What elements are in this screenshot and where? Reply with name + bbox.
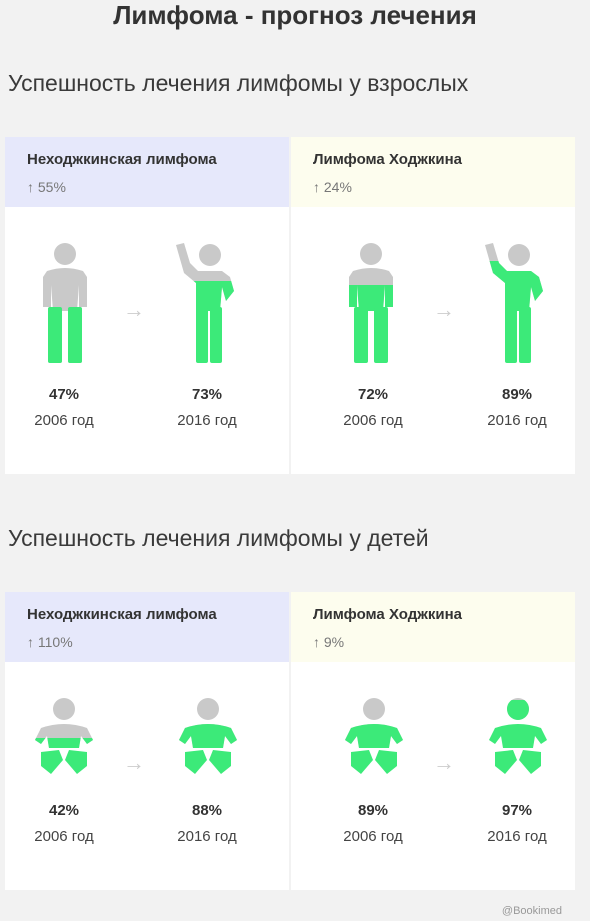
after-year: 2016 год — [177, 828, 237, 845]
before-year: 2006 год — [343, 412, 403, 429]
children-heading: Успешность лечения лимфомы у детей — [8, 525, 429, 551]
after-year: 2016 год — [487, 412, 547, 429]
after-percent: 88% — [191, 802, 223, 819]
card-title: Лимфома Ходжкина — [313, 606, 463, 623]
arrow-right-icon: → — [433, 297, 455, 322]
before-percent: 47% — [48, 386, 80, 403]
growth-badge: ↑ 24% — [313, 179, 352, 195]
card-title: Лимфома Ходжкина — [313, 151, 463, 168]
card-title: Неходжкинская лимфома — [27, 606, 217, 623]
after-percent: 89% — [501, 386, 533, 403]
source-credit: @Bookimed — [501, 905, 562, 917]
before-year: 2006 год — [34, 412, 94, 429]
before-year: 2006 год — [343, 828, 403, 845]
arrow-right-icon: → — [433, 750, 455, 775]
growth-badge: ↑ 55% — [27, 179, 66, 195]
adults-hodgkin-card: Лимфома Ходжкина ↑ 24% → 72% 2006 год 89… — [291, 137, 575, 474]
adults-heading: Успешность лечения лимфомы у взрослых — [8, 70, 469, 96]
adult-figure-icon — [349, 243, 393, 363]
growth-badge: ↑ 110% — [27, 634, 73, 650]
after-percent: 73% — [191, 386, 223, 403]
adults-nonhodgkin-card: Неходжкинская лимфома ↑ 55% → 47% 2006 г… — [5, 137, 289, 474]
card-title: Неходжкинская лимфома — [27, 151, 217, 168]
baby-figure-icon — [179, 698, 237, 774]
before-percent: 42% — [48, 802, 80, 819]
growth-badge: ↑ 9% — [313, 634, 345, 650]
baby-figure-icon — [345, 698, 403, 774]
card-header: Неходжкинская лимфома ↑ 110% — [5, 592, 289, 662]
card-header: Неходжкинская лимфома ↑ 55% — [5, 137, 289, 207]
children-hodgkin-card: Лимфома Ходжкина ↑ 9% → 89% 2006 год 97% — [291, 592, 575, 890]
children-nonhodgkin-card: Неходжкинская лимфома ↑ 110% → 42% 2006 … — [5, 592, 289, 890]
after-year: 2016 год — [487, 828, 547, 845]
arrow-right-icon: → — [123, 297, 145, 322]
before-year: 2006 год — [34, 828, 94, 845]
before-percent: 72% — [357, 386, 389, 403]
card-header: Лимфома Ходжкина ↑ 24% — [291, 137, 575, 207]
adult-figure-icon — [43, 243, 87, 363]
after-percent: 97% — [501, 802, 533, 819]
adult-waving-figure-icon — [176, 243, 234, 363]
card-header: Лимфома Ходжкина ↑ 9% — [291, 592, 575, 662]
before-percent: 89% — [357, 802, 389, 819]
adult-waving-figure-icon — [485, 243, 543, 363]
after-year: 2016 год — [177, 412, 237, 429]
page-title: Лимфома - прогноз лечения — [113, 0, 477, 30]
baby-figure-icon — [35, 698, 93, 774]
baby-figure-icon — [489, 698, 547, 774]
arrow-right-icon: → — [123, 750, 145, 775]
